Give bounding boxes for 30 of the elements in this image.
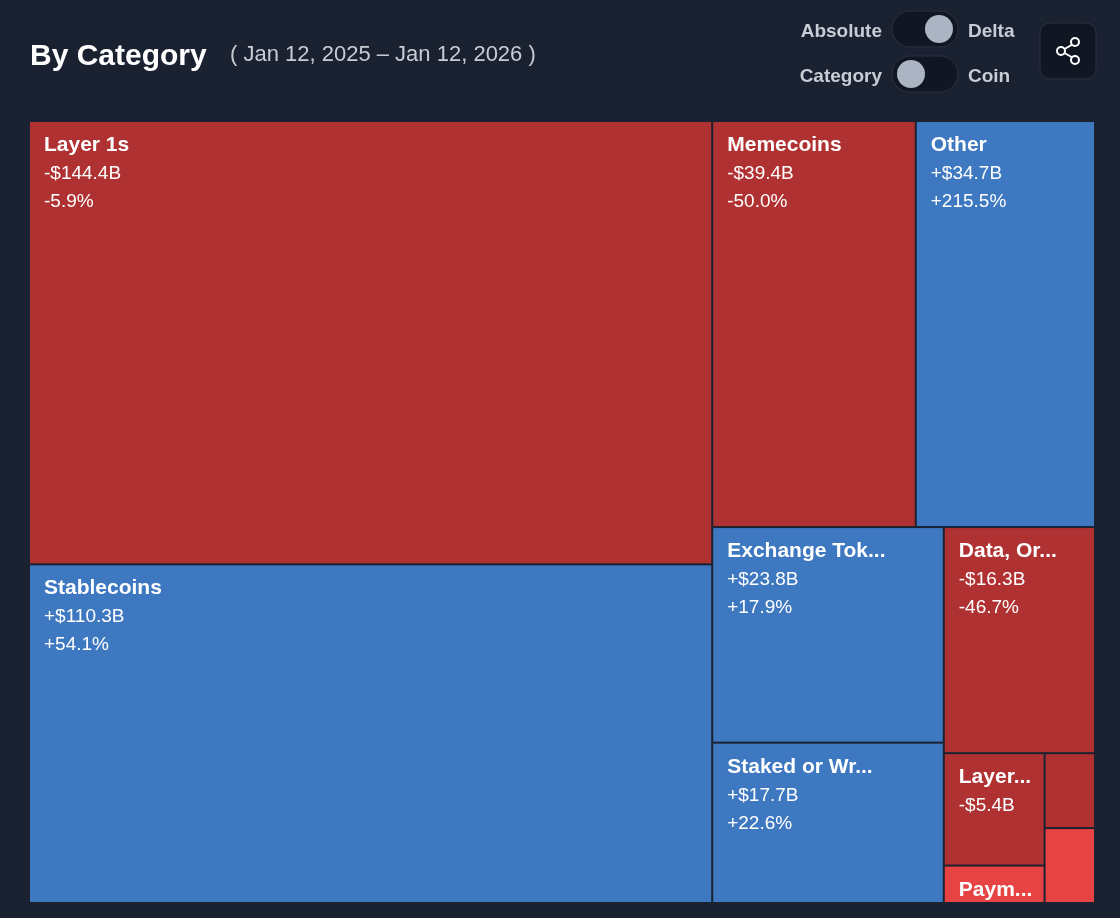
- text: Coin: [968, 65, 1011, 86]
- data-label: -$39.4B: [727, 162, 794, 183]
- category-label: Staked or Wr...: [727, 753, 873, 777]
- data-label: +215.5%: [930, 190, 1007, 211]
- text: Category: [799, 65, 883, 86]
- category-label: Data, Or...: [958, 538, 1057, 562]
- category-label: Paym...: [958, 876, 1033, 900]
- text: Delta: [968, 20, 1015, 41]
- text: By Category: [30, 38, 208, 71]
- data-label: +$110.3B: [44, 605, 125, 627]
- category-label: Other: [930, 132, 987, 155]
- category-label: Stablecoins: [44, 575, 162, 599]
- category-label: Layer 1s: [44, 132, 130, 155]
- data-label: -$16.3B: [958, 568, 1026, 590]
- data-label: +54.1%: [44, 633, 110, 655]
- category-label: Exchange Tok...: [727, 538, 886, 562]
- data-label: -50.0%: [727, 190, 788, 211]
- text: ( Jan 12, 2025 – Jan 12, 2026 ): [230, 41, 536, 66]
- data-label: -46.7%: [958, 596, 1020, 618]
- category-label: Layer...: [958, 764, 1032, 788]
- data-label: -$5.4B: [958, 794, 1015, 816]
- data-label: -5.9%: [44, 190, 94, 211]
- data-label: +22.6%: [727, 811, 793, 833]
- data-label: +$17.7B: [727, 783, 799, 805]
- category-label: Memecoins: [727, 132, 842, 155]
- data-label: -$144.4B: [44, 162, 122, 183]
- text: Absolute: [800, 20, 882, 41]
- data-label: +$34.7B: [930, 162, 1003, 183]
- data-label: +17.9%: [727, 596, 793, 618]
- data-label: +$23.8B: [727, 568, 799, 590]
